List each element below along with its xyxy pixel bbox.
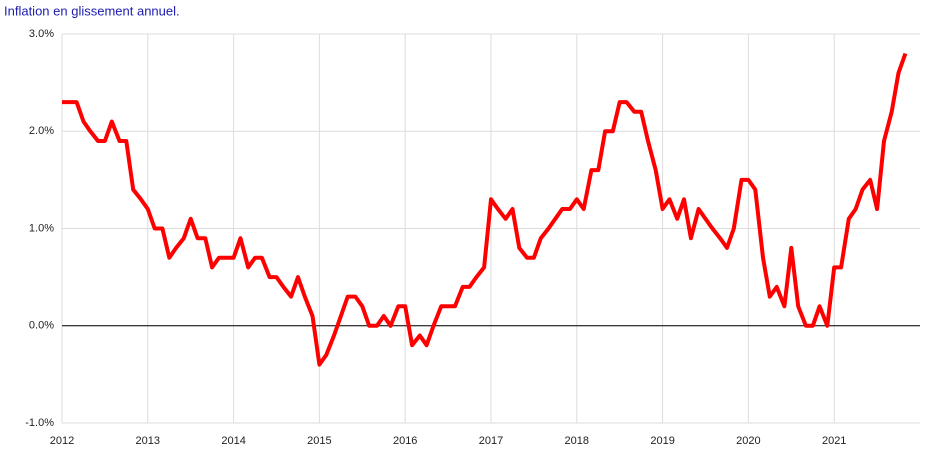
y-tick-label: 1.0% bbox=[29, 222, 54, 234]
data-line bbox=[62, 52, 908, 367]
x-tick-label: 2012 bbox=[50, 435, 74, 447]
x-tick-label: 2018 bbox=[565, 435, 589, 447]
y-tick-label: 2.0% bbox=[29, 125, 54, 137]
x-tick-label: 2016 bbox=[393, 435, 417, 447]
x-tick-label: 2014 bbox=[221, 435, 245, 447]
y-tick-label: 0.0% bbox=[29, 320, 54, 332]
y-tick-label: 3.0% bbox=[29, 28, 54, 40]
x-tick-label: 2021 bbox=[822, 435, 846, 447]
x-tick-label: 2020 bbox=[736, 435, 760, 447]
x-tick-label: 2013 bbox=[136, 435, 160, 447]
y-tick-label: -1.0% bbox=[25, 417, 54, 429]
chart-title: Inflation en glissement annuel. bbox=[4, 3, 180, 18]
x-tick-label: 2015 bbox=[307, 435, 331, 447]
x-tick-label: 2019 bbox=[650, 435, 674, 447]
x-tick-label: 2017 bbox=[479, 435, 503, 447]
